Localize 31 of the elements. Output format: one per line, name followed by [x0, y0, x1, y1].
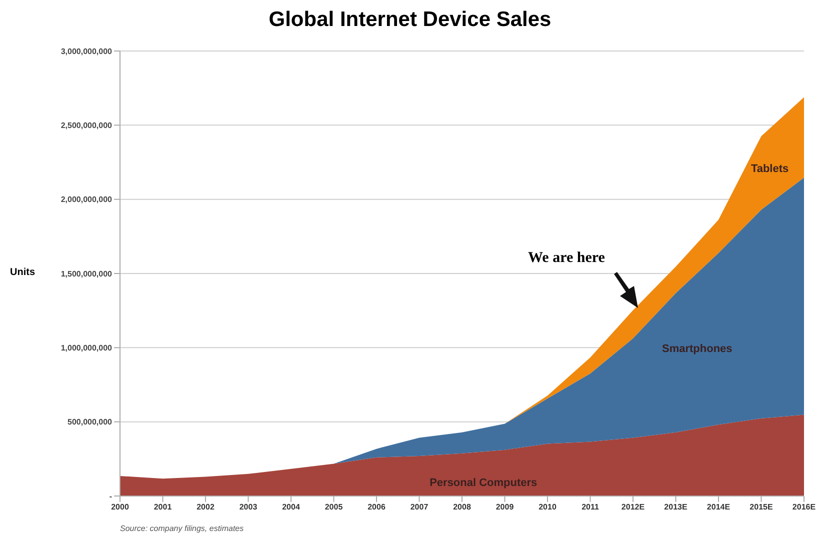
x-tick-label: 2008 [453, 502, 472, 512]
x-tick-label: 2013E [664, 502, 688, 512]
series-label: Smartphones [662, 343, 732, 356]
y-tick-label: 1,500,000,000 [60, 269, 113, 278]
x-tick-label: 2001 [154, 502, 172, 512]
series-label: Tablets [750, 162, 789, 175]
x-tick-label: 2006 [368, 502, 386, 512]
x-tick-label: 2012E [621, 502, 646, 512]
series-label: Personal Computers [430, 476, 538, 489]
x-tick-label: 2005 [324, 502, 344, 512]
y-tick-label: - [109, 492, 112, 501]
x-tick-label: 2014E [706, 502, 731, 512]
x-tick-label: 2011 [582, 502, 600, 512]
x-tick-label: 2000 [111, 502, 130, 512]
annotation: We are here [528, 250, 605, 267]
y-axis-title: Units [10, 266, 35, 278]
x-tick-label: 2010 [538, 502, 557, 512]
x-tick-label: 2009 [496, 502, 514, 512]
x-tick-label: 2004 [282, 502, 300, 512]
x-tick-label: 2016E [792, 502, 816, 512]
source-note: Source: company filings, estimates [120, 524, 244, 533]
chart-title: Global Internet Device Sales [268, 8, 552, 32]
y-tick-label: 2,000,000,000 [60, 195, 113, 204]
y-tick-label: 3,000,000,000 [60, 46, 113, 56]
x-tick-label: 2015E [750, 502, 774, 512]
y-tick-label: 2,500,000,000 [60, 121, 113, 130]
x-tick-label: 2002 [196, 502, 215, 512]
x-tick-label: 2007 [410, 502, 429, 512]
y-tick-label: 1,000,000,000 [60, 344, 113, 353]
x-tick-label: 2003 [239, 502, 258, 512]
y-tick-label: 500,000,000 [68, 418, 113, 427]
